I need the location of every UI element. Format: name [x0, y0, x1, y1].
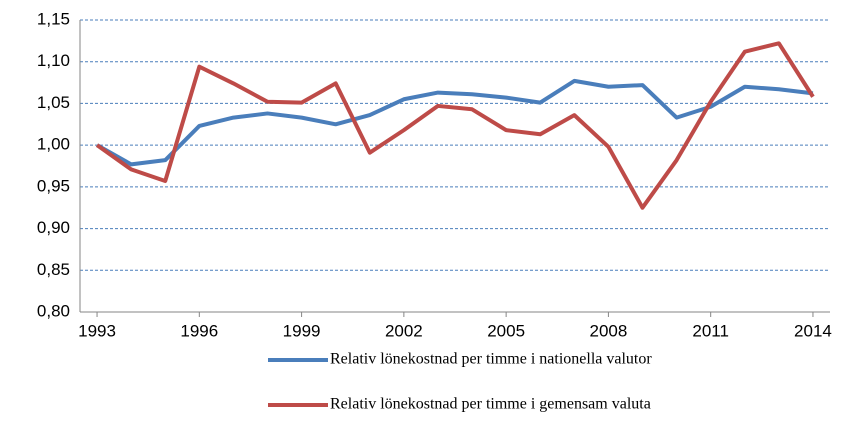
x-tick-label: 2002: [385, 321, 423, 340]
y-tick-label: 0,85: [37, 260, 70, 279]
x-tick-label: 2014: [794, 321, 832, 340]
y-tick-label: 1,15: [37, 9, 70, 28]
x-tick-label: 1996: [180, 321, 218, 340]
x-tick-label: 2005: [487, 321, 525, 340]
y-tick-label: 0,80: [37, 301, 70, 320]
x-tick-label: 1993: [78, 321, 116, 340]
legend-label: Relativ lönekostnad per timme i gemensam…: [330, 396, 651, 413]
x-tick-label: 2008: [589, 321, 627, 340]
legend-label: Relativ lönekostnad per timme i nationel…: [330, 351, 652, 368]
series-line: [96, 78, 814, 167]
y-tick-label: 0,90: [37, 218, 70, 237]
x-tick-label: 2011: [692, 321, 729, 340]
y-tick-label: 0,95: [37, 176, 70, 195]
x-tick-label: 1999: [283, 321, 321, 340]
y-tick-label: 1,05: [37, 93, 70, 112]
y-tick-label: 1,00: [37, 135, 70, 154]
series-line: [95, 41, 815, 210]
y-tick-label: 1,10: [37, 51, 70, 70]
